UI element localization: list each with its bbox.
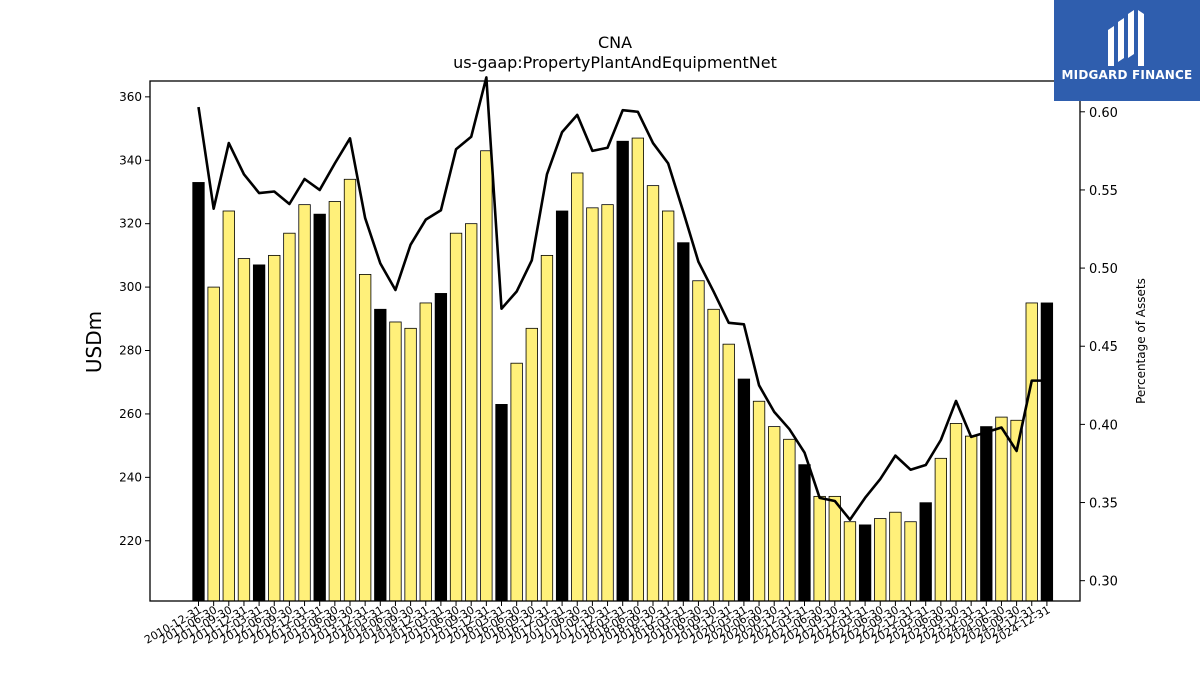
bar-40 <box>798 464 811 602</box>
bar-55 <box>1025 302 1038 602</box>
bar-5 <box>268 254 281 602</box>
bar-24 <box>555 210 569 602</box>
y-tick-label-5: 320 <box>119 217 142 231</box>
bar-56 <box>1040 302 1054 602</box>
y2-axis-label: Percentage of Assets <box>1134 278 1148 404</box>
plot-frame <box>149 80 1081 602</box>
bar-9 <box>328 201 342 602</box>
y-tick-label-1: 240 <box>119 470 142 484</box>
bar-13 <box>389 321 402 602</box>
bar-17 <box>449 232 463 602</box>
y-tick-label-2: 260 <box>119 407 142 421</box>
bar-19 <box>480 150 493 602</box>
bar-14 <box>404 327 417 602</box>
bar-group <box>192 137 1054 602</box>
y-tick-label-7: 360 <box>119 90 142 104</box>
bar-34 <box>707 308 720 602</box>
bar-30 <box>646 185 660 602</box>
bar-16 <box>434 293 448 602</box>
y-tick-label-0: 220 <box>119 534 142 548</box>
chart-subtitle: us-gaap:PropertyPlantAndEquipmentNet <box>453 53 777 72</box>
bar-15 <box>419 302 432 602</box>
bar-31 <box>662 210 675 602</box>
brand-name: MIDGARD FINANCE <box>1061 68 1193 82</box>
bar-7 <box>298 204 311 602</box>
brand-logo: MIDGARD FINANCE <box>1054 0 1200 101</box>
y-axis: 220 240 260 280 300 320 340 360 <box>119 90 150 548</box>
bar-44 <box>858 524 872 602</box>
chart-title: CNA <box>598 33 632 52</box>
bar-10 <box>343 178 357 602</box>
bar-26 <box>586 207 599 602</box>
bar-41 <box>813 495 826 602</box>
bar-8 <box>313 213 326 602</box>
y-tick-label-3: 280 <box>119 344 142 358</box>
bar-28 <box>616 140 629 602</box>
y2-tick-label-2: 0.40 <box>1089 418 1118 433</box>
bar-39 <box>783 438 796 602</box>
y2-tick-label-0: 0.30 <box>1089 575 1118 590</box>
bar-12 <box>374 308 387 602</box>
bar-23 <box>540 254 554 602</box>
bar-37 <box>752 400 766 602</box>
y-tick-label-6: 340 <box>119 153 142 167</box>
bar-50 <box>949 423 963 602</box>
x-axis: 2010-12-312011-06-302011-09-302011-12-31… <box>142 601 1052 647</box>
bar-4 <box>252 264 266 602</box>
bar-49 <box>934 457 947 602</box>
bar-51 <box>965 435 978 602</box>
y2-tick-label-6: 0.60 <box>1089 106 1118 121</box>
bar-45 <box>874 518 887 602</box>
bar-18 <box>465 223 478 602</box>
line-group <box>197 76 1047 522</box>
y-tick-label-4: 300 <box>119 280 142 294</box>
bar-6 <box>283 232 296 602</box>
bar-47 <box>904 521 917 602</box>
bar-46 <box>889 511 902 602</box>
bar-11 <box>358 274 372 602</box>
bar-0 <box>192 182 205 602</box>
bar-36 <box>737 378 751 602</box>
bar-21 <box>510 362 523 602</box>
midgard-logo-icon <box>1108 10 1144 66</box>
bar-38 <box>768 426 781 602</box>
y-axis-label: USDm <box>82 311 106 373</box>
bar-48 <box>919 502 932 602</box>
y2-tick-label-4: 0.50 <box>1089 262 1118 277</box>
y2-tick-label-5: 0.55 <box>1089 184 1118 199</box>
bar-35 <box>722 343 735 602</box>
bar-1 <box>207 286 220 602</box>
bar-25 <box>571 172 584 602</box>
bar-3 <box>237 258 251 602</box>
bar-43 <box>843 521 857 602</box>
y2-tick-label-3: 0.45 <box>1089 340 1118 355</box>
y2-axis: 0.30 0.35 0.40 0.45 0.50 0.55 0.60 <box>1080 106 1118 590</box>
bar-52 <box>980 426 993 602</box>
bar-27 <box>601 204 614 602</box>
bar-29 <box>631 137 644 602</box>
series-line-percentage-of-assets <box>197 76 1047 522</box>
bar-20 <box>495 404 508 602</box>
bar-22 <box>525 327 538 602</box>
bar-2 <box>222 210 235 602</box>
bar-32 <box>677 242 690 602</box>
bar-42 <box>828 495 841 602</box>
bar-33 <box>692 280 705 602</box>
y2-tick-label-1: 0.35 <box>1089 497 1118 512</box>
bar-53 <box>995 416 1008 602</box>
